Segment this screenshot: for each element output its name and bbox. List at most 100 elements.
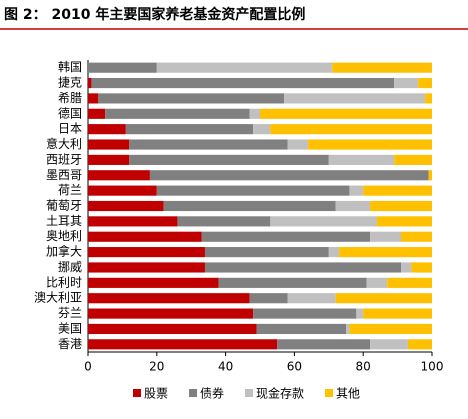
bar-segment bbox=[428, 170, 432, 181]
bar-segment bbox=[201, 231, 371, 242]
x-tick-label: 40 bbox=[218, 360, 233, 374]
bar-segment bbox=[88, 154, 130, 165]
legend-swatch bbox=[245, 389, 254, 397]
bar-segment bbox=[394, 154, 432, 165]
bar-segment bbox=[425, 93, 432, 104]
bar-segment bbox=[349, 185, 364, 196]
bar-segment bbox=[363, 185, 432, 196]
bar-segment bbox=[88, 200, 164, 212]
bar-segment bbox=[339, 247, 432, 258]
bar-segment bbox=[370, 200, 432, 212]
bar-segment bbox=[88, 323, 257, 335]
y-tick-label: 荷兰 bbox=[58, 183, 82, 197]
bar-segment bbox=[88, 262, 205, 273]
bar-segment bbox=[149, 170, 429, 181]
y-tick-label: 奥地利 bbox=[46, 229, 82, 243]
y-tick-label: 美国 bbox=[58, 321, 82, 335]
bar-segment bbox=[88, 93, 99, 104]
bar-segment bbox=[401, 231, 432, 242]
bar-segment bbox=[328, 154, 395, 165]
bar-segment bbox=[370, 339, 408, 350]
bar-segment bbox=[177, 216, 271, 227]
bar-segment bbox=[156, 62, 333, 73]
legend-label: 其他 bbox=[336, 387, 360, 401]
bar-segment bbox=[88, 339, 278, 350]
bar-segment bbox=[88, 277, 219, 288]
y-tick-label: 澳大利亚 bbox=[34, 291, 82, 305]
bar-segment bbox=[125, 124, 254, 135]
bar-segment bbox=[332, 62, 432, 73]
bar-segment bbox=[253, 124, 271, 135]
y-tick-label: 芬兰 bbox=[58, 306, 82, 320]
bar-segment bbox=[370, 231, 402, 242]
y-tick-label: 日本 bbox=[58, 122, 82, 136]
y-tick-label: 挪威 bbox=[58, 260, 82, 274]
y-tick-label: 德国 bbox=[58, 105, 82, 120]
y-tick-label: 香港 bbox=[58, 337, 82, 351]
x-tick-label: 60 bbox=[287, 360, 302, 374]
bar-segment bbox=[376, 216, 432, 227]
bar-segment bbox=[394, 77, 419, 89]
bar-segment bbox=[356, 308, 364, 319]
bar-segment bbox=[256, 323, 346, 335]
bar-segment bbox=[88, 77, 92, 89]
legend-swatch bbox=[189, 389, 198, 397]
bar-segment bbox=[88, 108, 106, 119]
y-tick-label: 葡萄牙 bbox=[46, 199, 82, 213]
legend-swatch bbox=[325, 389, 334, 397]
bar-segment bbox=[401, 262, 412, 273]
bar-segment bbox=[387, 277, 432, 288]
y-tick-label: 希腊 bbox=[58, 90, 82, 105]
bar-segment bbox=[270, 216, 377, 227]
bar-segment bbox=[349, 323, 432, 335]
chart-title: 图 2： 2010 年主要国家养老基金资产配置比例 bbox=[4, 6, 305, 23]
y-tick-label: 捷克 bbox=[58, 76, 82, 90]
bar-segment bbox=[88, 139, 130, 150]
y-tick-label: 比利时 bbox=[46, 275, 82, 289]
bar-segment bbox=[98, 93, 285, 104]
bar-segment bbox=[163, 200, 336, 212]
legend-label: 股票 bbox=[144, 387, 168, 401]
bar-segment bbox=[129, 139, 288, 150]
bar-segment bbox=[308, 139, 432, 150]
bar-segment bbox=[366, 277, 388, 288]
x-tick-label: 80 bbox=[356, 360, 371, 374]
bar-segment bbox=[249, 293, 288, 304]
bar-segment bbox=[328, 247, 340, 258]
y-tick-label: 意大利 bbox=[46, 136, 82, 151]
bar-segment bbox=[411, 262, 432, 273]
bar-segment bbox=[88, 247, 205, 258]
bar-segment bbox=[418, 77, 432, 89]
x-tick-label: 0 bbox=[84, 360, 92, 374]
bar-segment bbox=[88, 170, 150, 181]
bar-segment bbox=[105, 108, 250, 119]
bar-segment bbox=[88, 231, 202, 242]
bar-segment bbox=[335, 293, 432, 304]
bar-segment bbox=[407, 339, 432, 350]
bar-segment bbox=[88, 308, 254, 319]
y-tick-label: 韩国 bbox=[58, 59, 82, 74]
y-tick-label: 墨西哥 bbox=[46, 168, 82, 182]
bar-segment bbox=[260, 108, 432, 119]
bar-segment bbox=[88, 185, 157, 196]
legend-label: 现金存款 bbox=[256, 386, 304, 401]
bar-segment bbox=[287, 139, 309, 150]
bar-segment bbox=[253, 308, 357, 319]
bar-segment bbox=[335, 200, 371, 212]
bar-segment bbox=[287, 293, 336, 304]
bar-segment bbox=[129, 154, 329, 165]
bar-segment bbox=[88, 216, 178, 227]
bar-segment bbox=[346, 323, 350, 335]
y-tick-label: 加拿大 bbox=[46, 244, 82, 259]
legend-swatch bbox=[133, 389, 141, 397]
bar-segment bbox=[204, 247, 329, 258]
bar-segment bbox=[204, 262, 402, 273]
legend-label: 债券 bbox=[200, 386, 224, 401]
bar-segment bbox=[363, 308, 432, 319]
bar-segment bbox=[91, 77, 395, 89]
bar-segment bbox=[277, 339, 371, 350]
bar-segment bbox=[218, 277, 367, 288]
x-tick-label: 20 bbox=[149, 360, 164, 374]
bar-segment bbox=[270, 124, 432, 135]
